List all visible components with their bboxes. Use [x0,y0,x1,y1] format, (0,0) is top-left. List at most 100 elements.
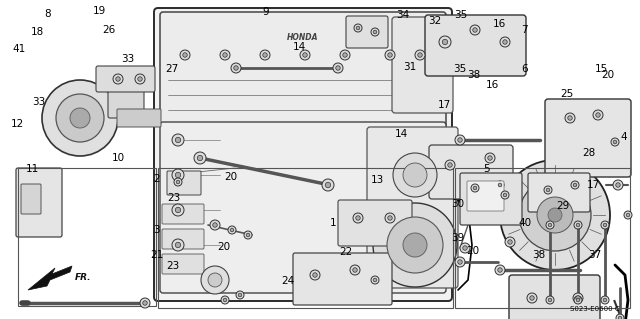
Circle shape [415,50,425,60]
Circle shape [172,239,184,251]
Text: 40: 40 [518,218,531,228]
Circle shape [565,113,575,123]
Text: 26: 26 [102,25,115,35]
Circle shape [194,152,206,164]
Circle shape [116,77,120,81]
Text: 7: 7 [522,25,528,35]
Text: 14: 14 [293,42,306,52]
FancyBboxPatch shape [16,168,62,237]
Circle shape [601,221,609,229]
Circle shape [135,74,145,84]
Text: 19: 19 [93,6,106,16]
Circle shape [208,273,222,287]
Circle shape [260,50,270,60]
Text: 16: 16 [493,19,506,29]
Circle shape [236,291,244,299]
Circle shape [340,50,350,60]
Circle shape [548,298,552,302]
Circle shape [616,314,624,319]
Circle shape [223,53,227,57]
Text: 38: 38 [467,70,480,80]
FancyBboxPatch shape [367,127,458,288]
Text: 31: 31 [403,62,416,72]
Circle shape [231,63,241,73]
Circle shape [495,265,505,275]
Circle shape [455,257,465,267]
Circle shape [463,246,467,250]
FancyBboxPatch shape [167,171,201,195]
Circle shape [503,40,508,44]
Circle shape [221,296,229,304]
Text: 41: 41 [13,44,26,55]
FancyBboxPatch shape [528,173,590,212]
Circle shape [220,50,230,60]
Circle shape [70,108,90,128]
Circle shape [613,140,617,144]
Circle shape [546,296,554,304]
Circle shape [197,155,203,161]
Circle shape [458,260,462,264]
Text: 39: 39 [451,233,464,243]
Text: 20: 20 [224,172,237,182]
Circle shape [180,50,190,60]
Circle shape [611,138,619,146]
Circle shape [618,316,622,319]
Text: 35: 35 [454,10,467,20]
Circle shape [500,37,510,47]
Circle shape [234,66,238,70]
Circle shape [356,26,360,30]
Circle shape [172,204,184,216]
Circle shape [488,156,492,160]
Circle shape [616,183,620,187]
Circle shape [576,296,580,300]
Circle shape [613,180,623,190]
Text: 23: 23 [168,193,180,203]
Circle shape [333,63,343,73]
Circle shape [175,137,180,143]
Circle shape [500,160,610,270]
Text: 37: 37 [589,250,602,260]
Circle shape [503,193,507,197]
Circle shape [113,74,123,84]
Text: 8: 8 [45,9,51,19]
Text: FR.: FR. [75,273,92,283]
Circle shape [353,268,357,272]
Circle shape [546,188,550,192]
FancyBboxPatch shape [108,90,144,118]
Circle shape [387,217,443,273]
Circle shape [138,77,142,81]
FancyBboxPatch shape [429,145,513,199]
Circle shape [530,296,534,300]
Text: 10: 10 [112,153,125,163]
Circle shape [470,25,480,35]
Circle shape [210,220,220,230]
Circle shape [574,221,582,229]
Text: 13: 13 [371,175,384,185]
Circle shape [445,160,455,170]
Text: 4: 4 [621,132,627,142]
Text: 24: 24 [282,276,294,286]
FancyBboxPatch shape [392,17,453,113]
Text: 6: 6 [522,63,528,74]
Text: 25: 25 [560,89,573,99]
Circle shape [175,207,180,213]
Circle shape [505,237,515,247]
Circle shape [473,28,477,32]
Text: 29: 29 [557,201,570,211]
Circle shape [568,116,572,120]
Circle shape [527,293,537,303]
Circle shape [593,110,603,120]
Text: 20: 20 [602,70,614,80]
Circle shape [519,179,591,251]
Text: 11: 11 [26,164,38,174]
FancyBboxPatch shape [509,275,600,319]
Text: 33: 33 [122,54,134,64]
Circle shape [371,276,379,284]
Text: 3: 3 [154,225,160,235]
Circle shape [322,179,334,191]
Circle shape [604,223,607,227]
Circle shape [175,242,180,248]
Circle shape [571,181,579,189]
Circle shape [403,163,427,187]
Text: 30: 30 [451,199,464,209]
